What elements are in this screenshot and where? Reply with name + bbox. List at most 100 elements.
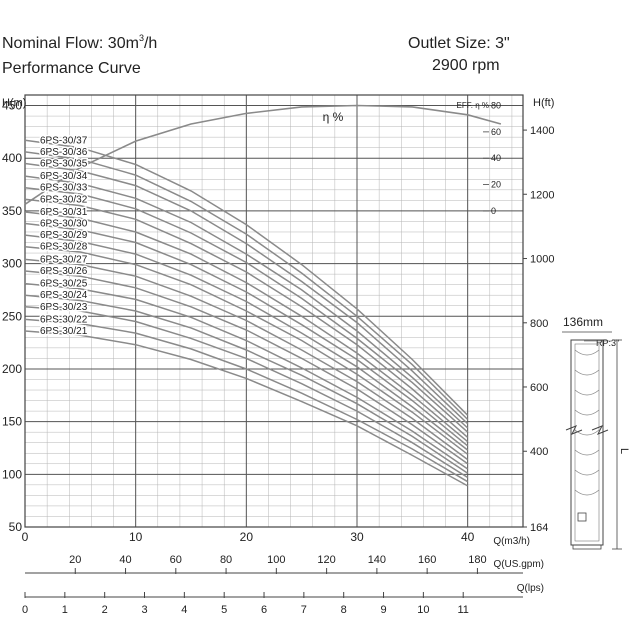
pump-stage: [574, 489, 600, 496]
series-label: 6PS-30/36: [40, 147, 88, 158]
secondary-tick-label: 60: [170, 554, 182, 566]
y-right-tick-label: 1400: [530, 125, 554, 137]
series-label: 6PS-30/24: [40, 290, 88, 301]
pump-cable-box: [577, 512, 587, 522]
series-label: 6PS-30/22: [40, 314, 88, 325]
secondary-tick-label: 5: [221, 604, 227, 616]
secondary-tick-label: 3: [141, 604, 147, 616]
pump-curve-line: [24, 245, 469, 455]
y-right-tick-label: 1000: [530, 254, 554, 266]
pump-rp-label: RP:3": [596, 338, 619, 348]
pump-break-mark-2: [591, 425, 609, 435]
secondary-tick-label: 4: [181, 604, 187, 616]
pump-break-mark: [565, 425, 583, 435]
secondary-tick-label: 180: [468, 554, 486, 566]
pump-curve-line: [24, 175, 469, 429]
pump-curve-line: [24, 318, 469, 483]
speed-label: 2900 rpm: [432, 57, 500, 74]
series-label: 6PS-30/37: [40, 135, 88, 146]
pump-curve-line: [24, 162, 469, 425]
series-label: 6PS-30/28: [40, 242, 88, 253]
x-axis-label: Q(m3/h): [493, 536, 530, 547]
pump-length-label: L: [618, 448, 630, 454]
secondary-tick-label: 6: [261, 604, 267, 616]
series-label: 6PS-30/30: [40, 219, 88, 230]
pump-inner-body: [574, 343, 600, 542]
pump-curve-line: [24, 306, 469, 479]
y-right-tick-label: 400: [530, 446, 548, 458]
y-left-tick-label: 400: [2, 151, 22, 165]
pump-curve-line: [24, 270, 469, 465]
y-right-tick-label: 164: [530, 522, 548, 534]
efficiency-axis-label: EFF. η %: [457, 101, 489, 110]
y-right-tick-label: 800: [530, 318, 548, 330]
x-tick-label: 0: [22, 530, 29, 544]
secondary-tick-label: 0: [22, 604, 28, 616]
pump-base: [572, 544, 602, 550]
secondary-tick-label: 10: [417, 604, 429, 616]
efficiency-tick-label: 40: [491, 153, 501, 163]
y-left-tick-label: 150: [2, 415, 22, 429]
y-left-tick-label: 300: [2, 257, 22, 271]
pump-curve-line: [24, 234, 469, 451]
series-label: 6PS-30/34: [40, 171, 88, 182]
y-left-tick-label: 200: [2, 362, 22, 376]
y-right-tick-label: 1200: [530, 189, 554, 201]
x-tick-label: 20: [240, 530, 254, 544]
secondary-axis-label: Q(US.gpm): [493, 559, 544, 570]
efficiency-tick-label: 80: [491, 101, 501, 111]
x-tick-label: 10: [129, 530, 143, 544]
secondary-axis-label: Q(lps): [517, 583, 544, 594]
nominal-flow-label: Nominal Flow: 30m3/h: [2, 33, 157, 52]
series-label: 6PS-30/31: [40, 207, 88, 218]
secondary-tick-label: 2: [102, 604, 108, 616]
pump-width-label: 136mm: [563, 315, 603, 329]
pump-curve-line: [24, 139, 469, 416]
y-right-tick-label: 600: [530, 382, 548, 394]
pump-stages: [574, 349, 600, 496]
y-left-tick-label: 450: [2, 99, 22, 113]
x-tick-label: 30: [350, 530, 364, 544]
pump-curve-line: [24, 282, 469, 470]
pump-drawing: 136mm RP:3" L: [562, 315, 630, 550]
pump-curve-line: [24, 211, 469, 443]
series-label: 6PS-30/32: [40, 194, 88, 205]
secondary-tick-label: 7: [301, 604, 307, 616]
pump-stage: [574, 449, 600, 456]
plot-frame: [24, 94, 524, 528]
pump-stage: [574, 389, 600, 396]
pump-stage: [574, 429, 600, 436]
pump-curve-line: [24, 330, 469, 487]
pump-curve-line: [24, 198, 469, 438]
efficiency-tick-label: 20: [491, 180, 501, 190]
pump-curve-labels: 6PS-30/376PS-30/366PS-30/356PS-30/346PS-…: [39, 134, 90, 339]
series-label: 6PS-30/29: [40, 230, 88, 241]
efficiency-tick-label: 0: [491, 206, 496, 216]
outlet-size-label: Outlet Size: 3": [408, 35, 510, 52]
secondary-tick-label: 9: [380, 604, 386, 616]
series-label: 6PS-30/25: [40, 279, 88, 290]
series-label: 6PS-30/26: [40, 266, 88, 277]
pump-stage: [574, 469, 600, 476]
y-left-tick-label: 50: [9, 520, 23, 534]
y-left-tick-label: 250: [2, 309, 22, 323]
x-tick-label: 40: [461, 530, 475, 544]
y-right-axis-label: H(ft): [533, 97, 554, 109]
secondary-tick-label: 80: [220, 554, 232, 566]
pump-curve-line: [24, 258, 469, 461]
efficiency-curve: [24, 104, 502, 205]
series-label: 6PS-30/21: [40, 326, 88, 337]
series-label: 6PS-30/27: [40, 254, 88, 265]
pump-curve-line: [24, 222, 469, 447]
pump-stage: [574, 409, 600, 416]
y-left-tick-label: 100: [2, 467, 22, 481]
pump-curve-line: [24, 151, 469, 421]
chart-grid: [24, 94, 523, 528]
series-label: 6PS-30/23: [40, 302, 88, 313]
pump-stage: [574, 369, 600, 376]
pump-curve-line: [24, 186, 469, 433]
y-left-tick-label: 350: [2, 204, 22, 218]
series-label: 6PS-30/33: [40, 183, 88, 194]
